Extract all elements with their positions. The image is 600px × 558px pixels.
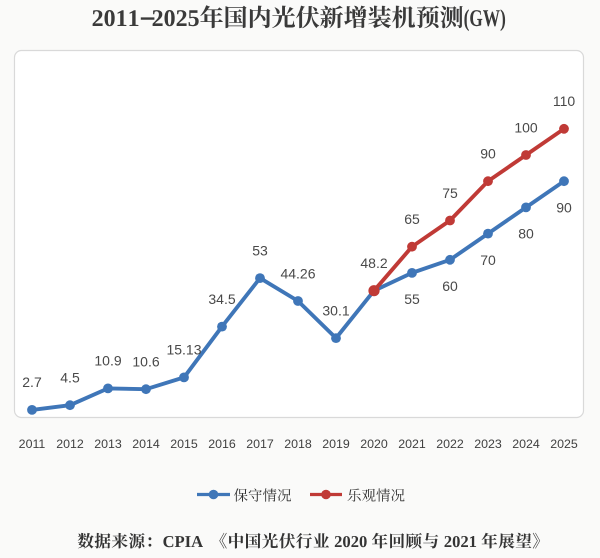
svg-text:2012: 2012 xyxy=(56,437,84,451)
svg-text:65: 65 xyxy=(404,211,420,227)
svg-text:2013: 2013 xyxy=(94,437,122,451)
svg-text:55: 55 xyxy=(404,291,420,307)
svg-text:2021: 2021 xyxy=(398,437,426,451)
svg-text:110: 110 xyxy=(553,93,576,109)
svg-text:30.1: 30.1 xyxy=(322,302,349,318)
svg-text:44.26: 44.26 xyxy=(280,265,315,281)
svg-text:90: 90 xyxy=(556,200,572,216)
svg-text:75: 75 xyxy=(442,185,458,201)
svg-text:15.13: 15.13 xyxy=(166,342,201,358)
svg-text:2018: 2018 xyxy=(284,437,312,451)
svg-text:60: 60 xyxy=(442,278,458,294)
svg-text:48.2: 48.2 xyxy=(360,255,387,271)
svg-text:2025: 2025 xyxy=(550,437,578,451)
svg-text:2020: 2020 xyxy=(360,437,388,451)
svg-text:10.9: 10.9 xyxy=(94,353,121,369)
svg-text:4.5: 4.5 xyxy=(60,370,80,386)
svg-text:2019: 2019 xyxy=(322,437,350,451)
svg-text:2016: 2016 xyxy=(208,437,236,451)
svg-text:34.5: 34.5 xyxy=(208,291,235,307)
svg-text:10.6: 10.6 xyxy=(132,354,159,370)
svg-text:2014: 2014 xyxy=(132,437,160,451)
svg-text:2.7: 2.7 xyxy=(22,374,42,390)
svg-text:90: 90 xyxy=(480,146,496,162)
svg-text:2023: 2023 xyxy=(474,437,502,451)
svg-text:100: 100 xyxy=(514,119,538,135)
svg-text:70: 70 xyxy=(480,252,496,268)
svg-text:2024: 2024 xyxy=(512,437,540,451)
svg-text:2011: 2011 xyxy=(19,437,46,451)
svg-text:2022: 2022 xyxy=(436,437,464,451)
svg-text:2017: 2017 xyxy=(246,437,274,451)
svg-text:53: 53 xyxy=(252,242,268,258)
svg-text:2015: 2015 xyxy=(170,437,198,451)
svg-text:80: 80 xyxy=(518,226,534,242)
